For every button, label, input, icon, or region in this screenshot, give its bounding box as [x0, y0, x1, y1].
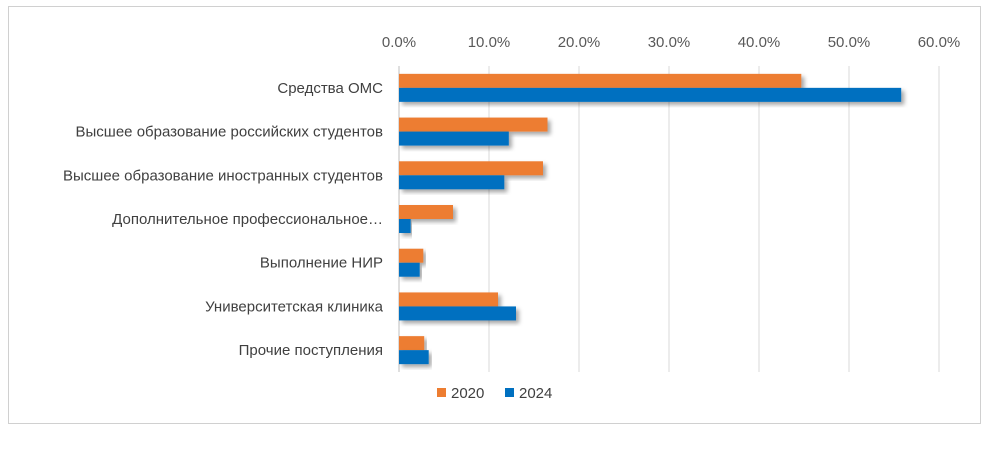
bar-2024 [399, 131, 509, 146]
category-label: Университетская клиника [205, 298, 384, 315]
x-tick-labels: 0.0% 10.0% 20.0% 30.0% 40.0% 50.0% 60.0% [382, 34, 960, 51]
bar-2020 [399, 117, 548, 132]
x-tick-label: 0.0% [382, 34, 416, 51]
category-labels: Средства ОМС Высшее образование российски… [63, 80, 384, 359]
x-tick-label: 10.0% [468, 34, 511, 51]
bar-2024 [399, 306, 516, 321]
bar-2020 [399, 161, 543, 176]
x-tick-label: 50.0% [828, 34, 871, 51]
category-label: Выполнение НИР [260, 255, 383, 272]
legend: 2020 2024 [437, 385, 552, 402]
bar-2020 [399, 73, 802, 88]
x-tick-label: 60.0% [918, 34, 961, 51]
bar-2024 [399, 262, 420, 277]
bar-2020 [399, 336, 425, 351]
legend-entry: 2020 [451, 385, 484, 402]
legend-swatch [437, 388, 446, 397]
category-label: Высшее образование иностранных студентов [63, 167, 383, 184]
x-tick-label: 40.0% [738, 34, 781, 51]
bar-2024 [399, 87, 902, 102]
bar-2020 [399, 292, 498, 307]
bar-2020 [399, 205, 453, 219]
bar-2024 [399, 219, 411, 233]
category-label: Дополнительное профессиональное… [112, 211, 383, 228]
grid-lines [398, 66, 940, 372]
bar-2024 [399, 175, 505, 190]
bars [399, 73, 902, 365]
x-tick-label: 20.0% [558, 34, 601, 51]
category-label: Средства ОМС [277, 80, 383, 97]
category-label: Прочие поступления [239, 342, 383, 359]
x-tick-label: 30.0% [648, 34, 691, 51]
legend-swatch [505, 388, 514, 397]
category-label: Высшее образование российских студентов [76, 124, 384, 141]
bar-2020 [399, 248, 424, 263]
bar-2024 [399, 350, 429, 365]
legend-entry: 2024 [519, 385, 552, 402]
